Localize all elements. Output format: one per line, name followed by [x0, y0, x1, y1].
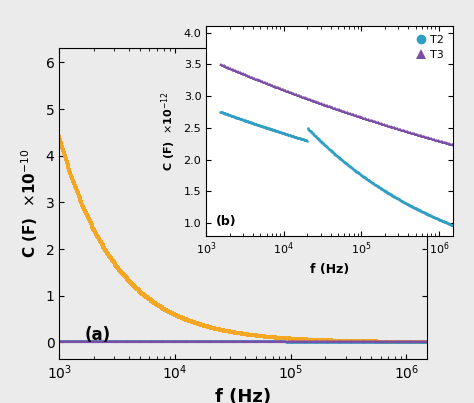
T3: [295, 93, 301, 98]
T1: [176, 314, 182, 319]
T2: [295, 135, 301, 140]
Line: T1: T1: [57, 135, 429, 344]
T2: [202, 339, 208, 344]
T2: [244, 118, 249, 123]
T3: [202, 339, 208, 343]
T2: [218, 109, 223, 114]
T2: [450, 223, 456, 228]
T3: [288, 339, 293, 343]
T3: [248, 74, 254, 79]
T3: [424, 339, 430, 344]
Text: (a): (a): [85, 326, 111, 344]
T3: [294, 92, 300, 97]
Line: T2: T2: [219, 110, 454, 226]
T1: [202, 324, 208, 328]
T2: [288, 339, 293, 344]
T1: [100, 245, 106, 249]
T1: [324, 338, 329, 343]
T1: [56, 135, 62, 139]
Line: T2: T2: [58, 340, 428, 343]
T3: [445, 141, 451, 145]
Legend: T2, T3: T2, T3: [413, 32, 447, 63]
T3: [324, 339, 329, 344]
T1: [288, 336, 293, 341]
T2: [424, 339, 430, 344]
T1: [322, 338, 328, 343]
Line: T3: T3: [219, 63, 455, 146]
Y-axis label: C (F)  $\times$10$^{-10}$: C (F) $\times$10$^{-10}$: [19, 149, 40, 258]
X-axis label: f (Hz): f (Hz): [310, 263, 349, 276]
X-axis label: f (Hz): f (Hz): [215, 388, 271, 403]
T3: [56, 338, 62, 343]
T3: [322, 339, 328, 344]
Text: (b): (b): [216, 215, 237, 228]
T2: [176, 339, 182, 344]
T3: [244, 73, 249, 77]
T3: [377, 120, 383, 125]
T2: [377, 185, 383, 190]
T3: [176, 339, 182, 343]
T3: [100, 339, 106, 343]
T2: [322, 339, 328, 344]
T2: [248, 120, 254, 125]
Y-axis label: C (F)  $\times$10$^{-12}$: C (F) $\times$10$^{-12}$: [159, 91, 178, 171]
T1: [424, 340, 430, 345]
T2: [294, 135, 300, 140]
Line: T3: T3: [58, 339, 428, 343]
T2: [100, 339, 106, 343]
T2: [445, 221, 451, 226]
T2: [324, 339, 329, 344]
T3: [450, 142, 456, 147]
T2: [56, 339, 62, 343]
T3: [218, 62, 223, 66]
Legend: T1, T2, T3: T1, T2, T3: [376, 55, 419, 122]
